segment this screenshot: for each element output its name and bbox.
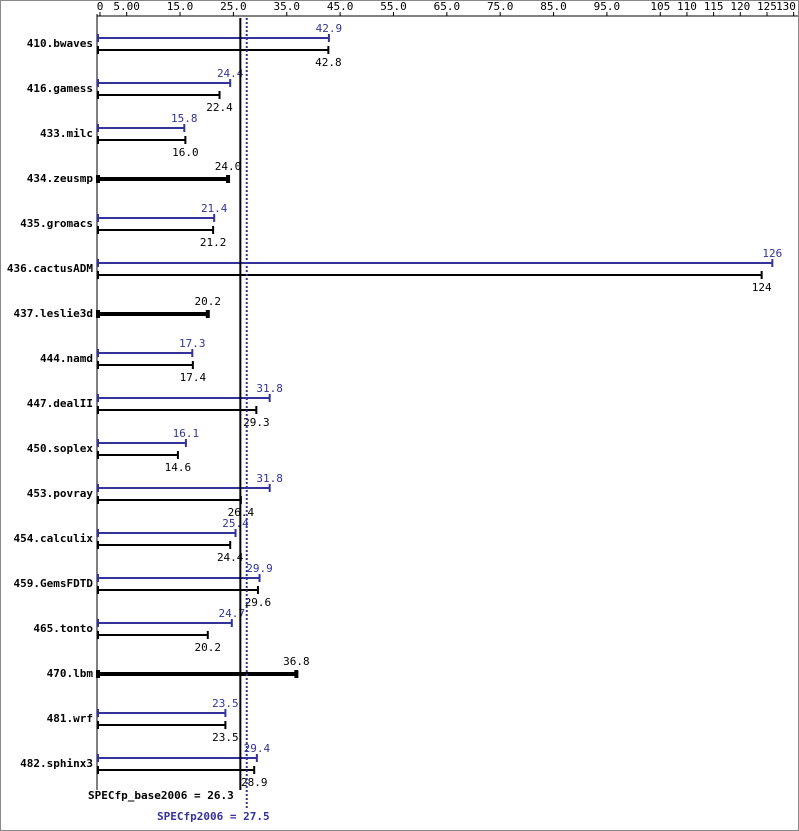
x-tick-label: 85.0 — [540, 0, 567, 13]
value-label: 29.4 — [244, 742, 271, 755]
bar — [97, 226, 215, 234]
benchmark-label: 482.sphinx3 — [20, 757, 93, 770]
bar — [97, 439, 187, 447]
x-tick-label: 65.0 — [434, 0, 461, 13]
bar — [97, 619, 233, 627]
bar — [97, 721, 227, 729]
value-label: 23.5 — [212, 731, 239, 744]
value-label: 25.4 — [222, 517, 249, 530]
bar — [97, 529, 237, 537]
value-label: 24.4 — [217, 551, 244, 564]
benchmark-label: 433.milc — [40, 127, 93, 140]
x-tick-label: 25.0 — [220, 0, 247, 13]
bar — [97, 46, 330, 54]
bar — [97, 34, 330, 42]
value-label: 31.8 — [256, 382, 283, 395]
value-label: 20.2 — [195, 641, 222, 654]
value-label: 23.5 — [212, 697, 239, 710]
value-label: 17.4 — [180, 371, 207, 384]
x-tick-label: 130 — [776, 0, 796, 13]
value-label: 36.8 — [283, 655, 310, 668]
x-tick-label: 35.0 — [274, 0, 301, 13]
bar — [96, 670, 299, 678]
bar — [97, 586, 259, 594]
benchmark-label: 437.leslie3d — [14, 307, 93, 320]
x-tick-label: 75.0 — [487, 0, 514, 13]
benchmark-label: 470.lbm — [47, 667, 94, 680]
value-label: 42.9 — [316, 22, 343, 35]
bar — [97, 574, 261, 582]
benchmark-label: 444.namd — [40, 352, 93, 365]
benchmark-label: 410.bwaves — [27, 37, 93, 50]
benchmark-label: 416.gamess — [27, 82, 93, 95]
x-tick-label: 110 — [677, 0, 697, 13]
value-label: 22.4 — [206, 101, 233, 114]
value-label: 28.9 — [241, 776, 268, 789]
value-label: 24.4 — [217, 67, 244, 80]
value-label: 24.7 — [219, 607, 246, 620]
value-label: 42.8 — [315, 56, 342, 69]
value-label: 21.4 — [201, 202, 228, 215]
bar — [97, 214, 216, 222]
x-tick-label: 55.0 — [380, 0, 407, 13]
benchmark-label: 481.wrf — [47, 712, 93, 725]
bar — [96, 175, 231, 183]
benchmark-label: 453.povray — [27, 487, 94, 500]
x-tick-label: 5.00 — [113, 0, 140, 13]
benchmark-label: 434.zeusmp — [27, 172, 94, 185]
bar — [97, 259, 774, 267]
benchmark-label: 436.cactusADM — [7, 262, 93, 275]
bar — [97, 91, 221, 99]
benchmark-label: 435.gromacs — [20, 217, 93, 230]
bar — [97, 754, 258, 762]
value-label: 126 — [762, 247, 782, 260]
benchmark-label: 459.GemsFDTD — [14, 577, 94, 590]
bar — [97, 451, 179, 459]
bar — [97, 631, 209, 639]
value-label: 16.0 — [172, 146, 199, 159]
benchmark-label: 450.soplex — [27, 442, 94, 455]
value-label: 124 — [752, 281, 772, 294]
value-label: 21.2 — [200, 236, 227, 249]
bar — [97, 136, 187, 144]
benchmark-label: 454.calculix — [14, 532, 94, 545]
x-tick-label: 0 — [97, 0, 104, 13]
value-label: 29.9 — [246, 562, 273, 575]
x-tick-label: 45.0 — [327, 0, 354, 13]
bar — [96, 310, 210, 318]
x-tick-label: 120 — [730, 0, 750, 13]
bar — [97, 406, 258, 414]
benchmark-label: 465.tonto — [33, 622, 93, 635]
bar — [97, 124, 186, 132]
bar — [97, 79, 232, 87]
x-tick-label: 125 — [757, 0, 777, 13]
value-label: 31.8 — [256, 472, 283, 485]
bar — [97, 766, 256, 774]
x-tick-label: 115 — [704, 0, 724, 13]
value-label: 29.3 — [243, 416, 270, 429]
value-label: 17.3 — [179, 337, 206, 350]
x-tick-label: 95.0 — [594, 0, 621, 13]
bar — [97, 709, 227, 717]
benchmark-label: 447.dealII — [27, 397, 93, 410]
value-label: 14.6 — [165, 461, 192, 474]
value-label: 29.6 — [245, 596, 272, 609]
x-tick-label: 105 — [650, 0, 670, 13]
bar — [97, 541, 232, 549]
value-label: 24.0 — [215, 160, 242, 173]
value-label: 20.2 — [195, 295, 222, 308]
value-label: 15.8 — [171, 112, 198, 125]
value-label: 16.1 — [173, 427, 200, 440]
reference-label: SPECfp_base2006 = 26.3 — [88, 789, 234, 802]
reference-label: SPECfp2006 = 27.5 — [157, 810, 270, 823]
x-tick-label: 15.0 — [167, 0, 194, 13]
bar — [97, 361, 194, 369]
bar — [97, 349, 194, 357]
bar — [97, 271, 763, 279]
